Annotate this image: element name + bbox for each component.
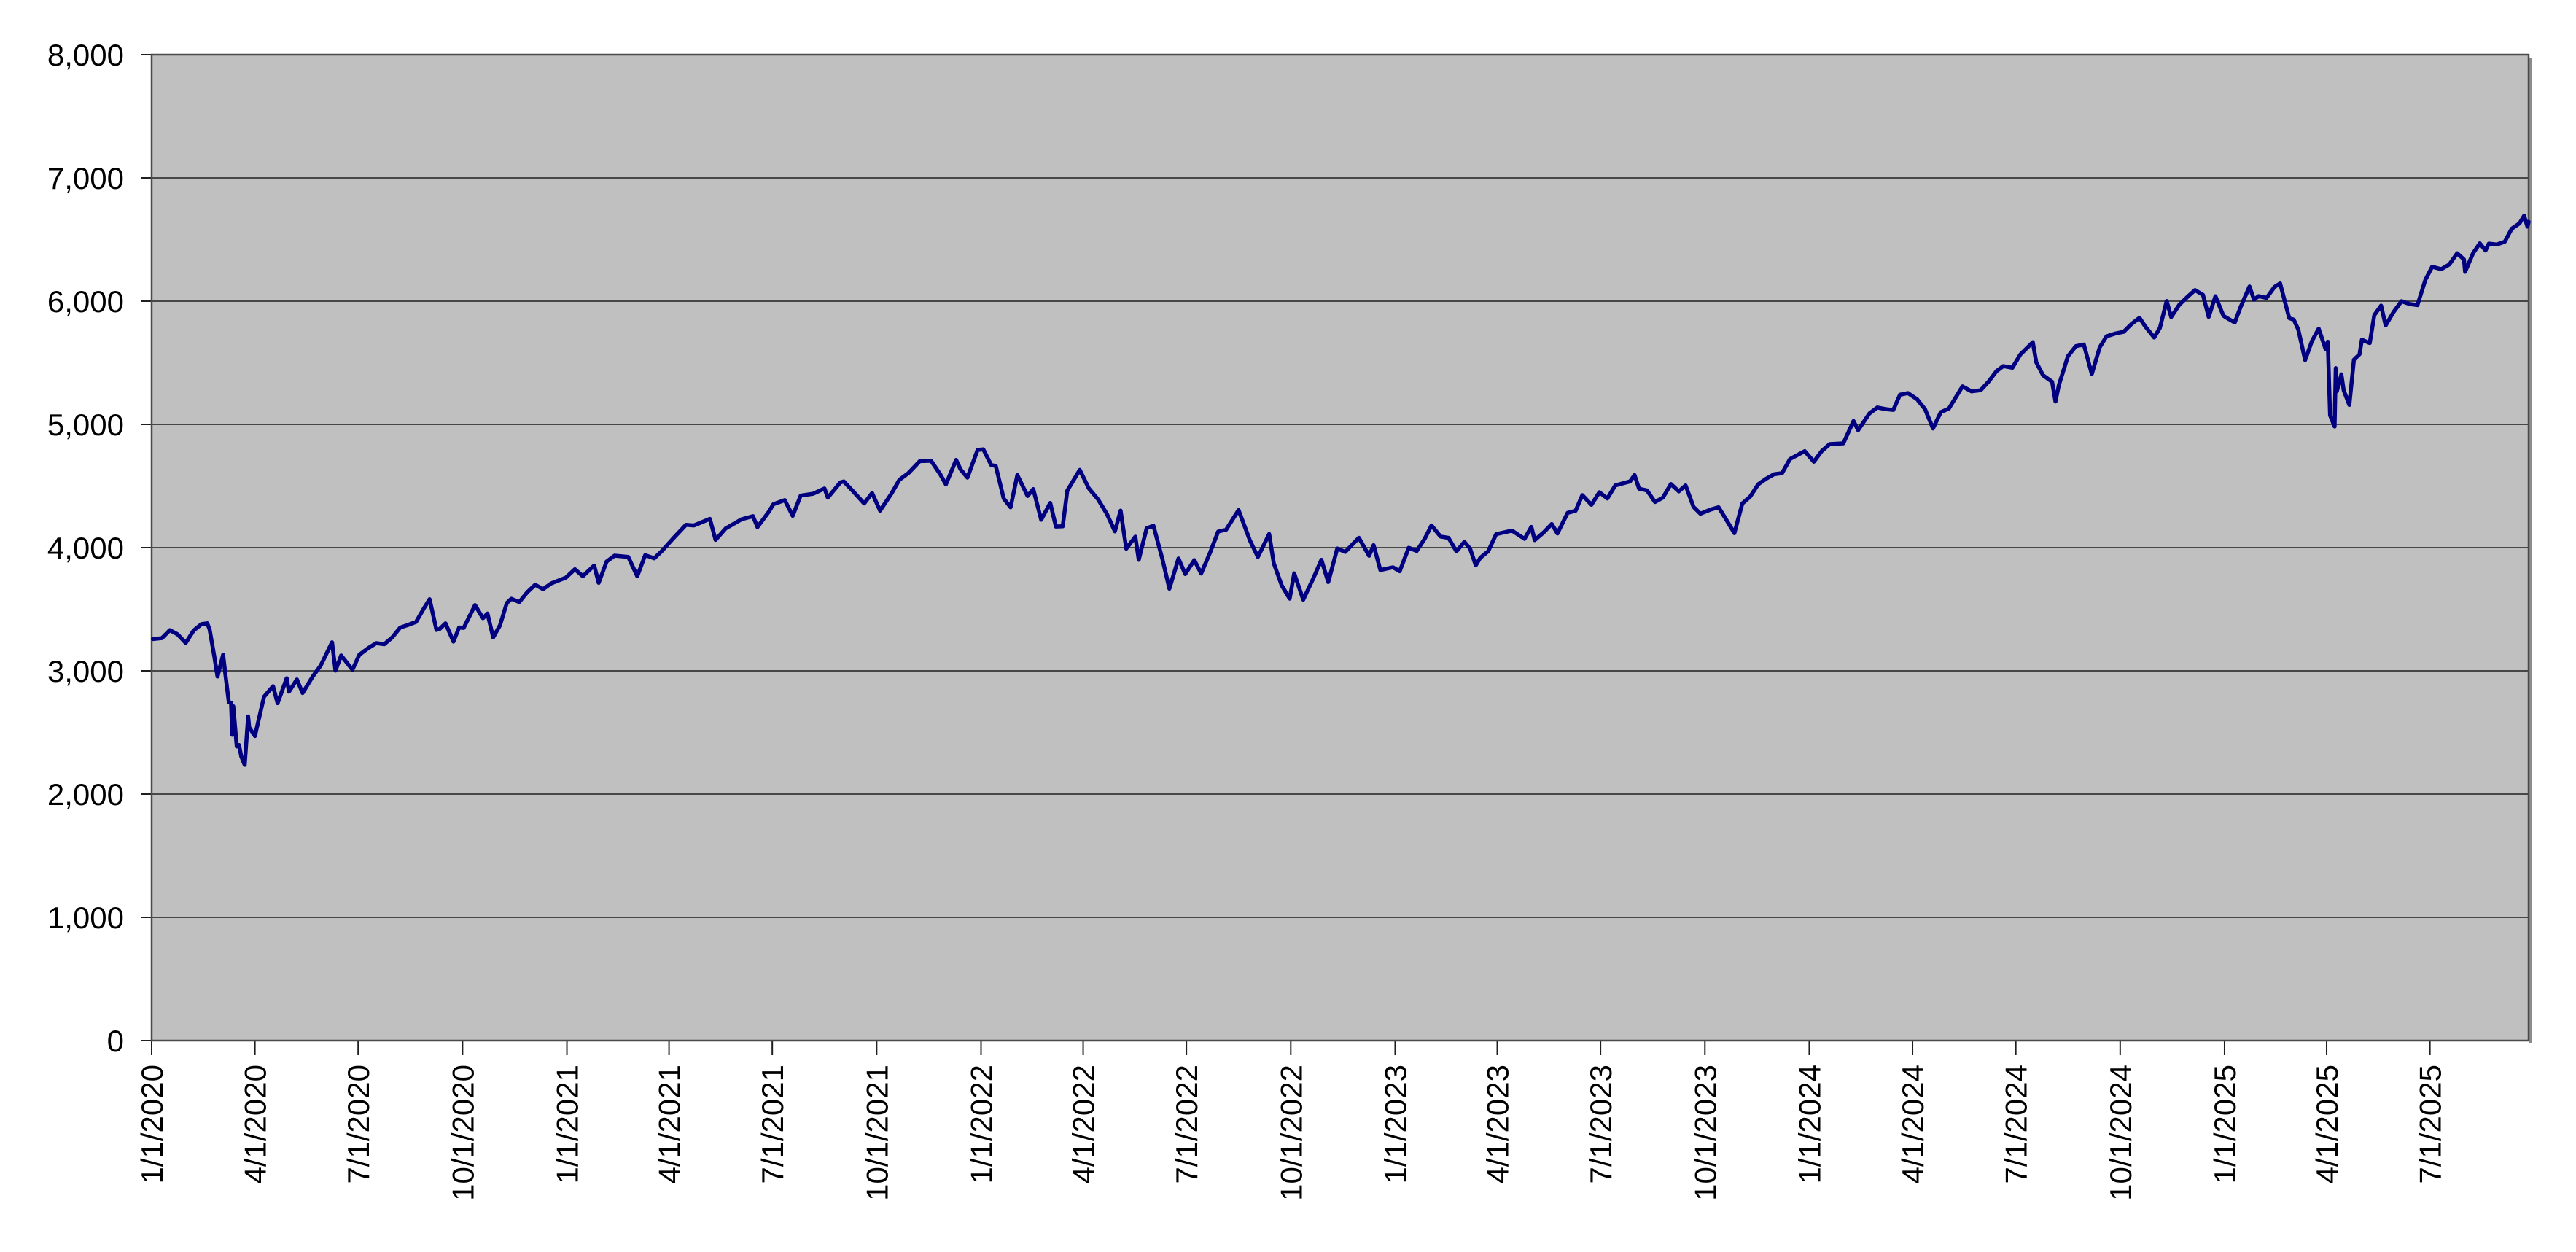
x-axis-tick-label: 10/1/2024 [2104,1065,2138,1201]
x-axis-tick-label: 4/1/2022 [1067,1065,1101,1184]
x-axis-tick-label: 7/1/2020 [341,1065,375,1184]
x-axis-tick-label: 7/1/2022 [1170,1065,1204,1184]
x-axis-tick-label: 1/1/2023 [1378,1065,1412,1184]
x-axis-tick-label: 4/1/2021 [653,1065,687,1184]
y-axis-tick-label: 5,000 [47,408,124,442]
x-axis-tick-label: 7/1/2021 [755,1065,790,1184]
price-line-series [150,214,2531,767]
x-axis-ticks [151,1041,2431,1055]
y-axis-tick-label: 1,000 [47,901,124,935]
y-axis-tick-label: 6,000 [47,284,124,319]
y-axis-ticks [141,54,152,1041]
x-axis-tick-label: 1/1/2025 [2208,1065,2242,1184]
x-axis-tick-label: 1/1/2020 [135,1065,169,1184]
x-axis-tick-label: 4/1/2020 [238,1065,273,1184]
x-axis-tick-label: 7/1/2025 [2413,1065,2448,1184]
y-axis-tick-label: 8,000 [47,38,124,72]
x-axis-tick-label: 10/1/2023 [1688,1065,1722,1201]
x-axis-tick-label: 10/1/2021 [860,1065,894,1201]
y-axis-tick-label: 7,000 [47,161,124,195]
x-axis-tick-label: 7/1/2023 [1584,1065,1618,1184]
x-axis-tick-label: 10/1/2022 [1274,1065,1308,1201]
plot-area-border [150,53,2530,1042]
y-axis-tick-label: 0 [107,1024,124,1058]
x-axis-labels: 1/1/2020 4/1/2020 7/1/2020 10/1/2020 1/1/202… [135,1065,2448,1201]
y-axis-tick-label: 3,000 [47,654,124,688]
x-axis-tick-label: 1/1/2024 [1792,1065,1826,1184]
y-axis-tick-label: 4,000 [47,531,124,565]
x-axis-tick-label: 4/1/2023 [1481,1065,1515,1184]
y-axis-labels: 0 1,000 2,000 3,000 4,000 5,000 6,000 7,000 8,00… [47,38,124,1058]
x-axis-tick-label: 7/1/2024 [1999,1065,2034,1184]
x-axis-tick-label: 10/1/2020 [445,1065,480,1201]
x-axis-tick-label: 1/1/2021 [550,1065,585,1184]
x-axis-tick-label: 1/1/2022 [964,1065,998,1184]
x-axis-tick-label: 4/1/2025 [2310,1065,2344,1184]
plot-area-shadow-edge [2529,58,2532,1043]
y-axis-tick-label: 2,000 [47,777,124,812]
x-axis-tick-label: 4/1/2024 [1896,1065,1930,1184]
